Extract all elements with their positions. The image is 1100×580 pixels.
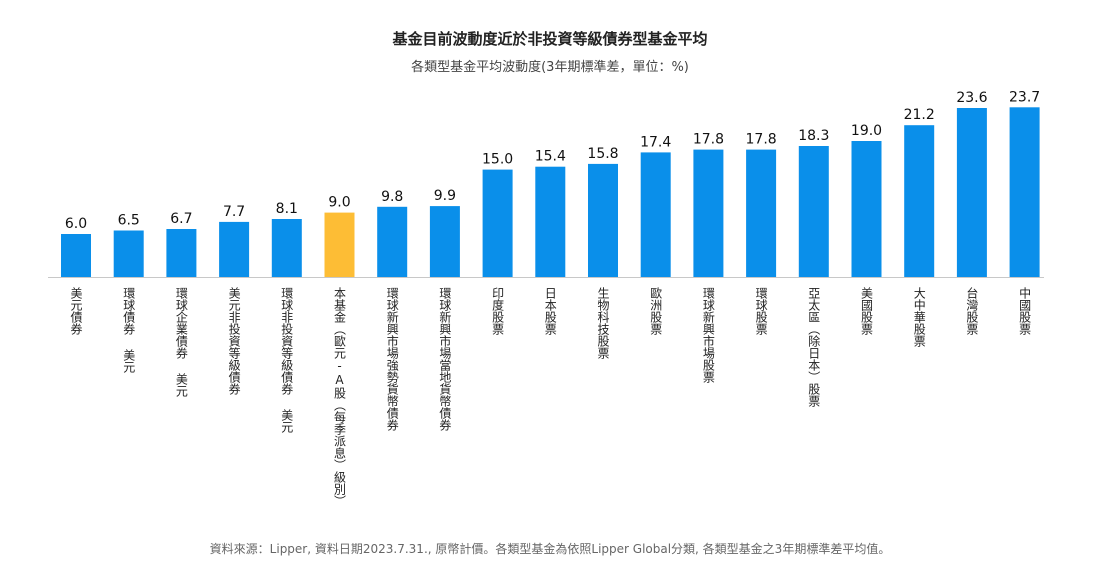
value-label-12: 17.4: [640, 134, 671, 150]
category-label-5: 環球非投資等級債券 美元: [280, 287, 294, 434]
value-label-8: 9.9: [434, 188, 456, 204]
category-label-13: 環球新興市場股票: [701, 287, 715, 383]
bar-8: [429, 206, 460, 277]
value-label-15: 18.3: [798, 128, 829, 144]
bar-3: [166, 229, 197, 277]
category-label-3: 環球企業債券 美元: [174, 287, 188, 398]
value-label-7: 9.8: [381, 189, 403, 205]
bar-14: [746, 149, 777, 277]
category-label-12: 歐洲股票: [649, 286, 663, 335]
bar-9: [482, 169, 513, 277]
bar-13: [693, 149, 724, 277]
value-label-11: 15.8: [587, 146, 618, 162]
bar-2: [113, 230, 144, 277]
bar-6: [324, 212, 355, 277]
bar-19: [1009, 107, 1040, 277]
bar-12: [640, 152, 671, 277]
category-label-6: 本基金（歐元‑A股（每季派息）級別）: [333, 287, 347, 507]
category-label-15: 亞太區（除日本）股票: [807, 287, 821, 407]
value-label-14: 17.8: [746, 132, 777, 148]
chart-title: 基金目前波動度近於非投資等級債券型基金平均: [392, 30, 708, 48]
bar-7: [377, 206, 408, 277]
category-labels-layer: 美元債券 環球債券 美元 環球企業債券 美元 美元非投資等級債券 環球非投資等級債券 美…: [69, 286, 1032, 507]
value-label-6: 9.0: [328, 195, 350, 211]
value-label-13: 17.8: [693, 132, 724, 148]
category-label-1: 美元債券: [69, 287, 83, 335]
bar-1: [61, 234, 91, 277]
value-labels-layer: 6.0 6.5 6.7 7.7 8.1 9.0 9.8 9.9 15.0 15.4 15.8 17.4…: [65, 89, 1040, 232]
category-label-8: 環球新興市場當地貨幣債券: [438, 287, 452, 431]
category-label-4: 美元非投資等級債券: [227, 287, 241, 395]
bar-10: [535, 166, 566, 277]
category-label-18: 台灣股票: [965, 286, 979, 335]
category-label-16: 美國股票: [860, 287, 874, 335]
category-label-14: 環球股票: [754, 287, 768, 335]
chart-subtitle: 各類型基金平均波動度(3年期標準差，單位：%): [411, 60, 689, 75]
bar-18: [956, 108, 987, 277]
value-label-5: 8.1: [276, 201, 298, 217]
bar-17: [904, 125, 935, 277]
value-label-16: 19.0: [851, 123, 882, 139]
category-label-19: 中國股票: [1018, 286, 1032, 335]
category-label-10: 日本股票: [543, 287, 557, 335]
bar-16: [851, 141, 882, 277]
category-label-2: 環球債券 美元: [122, 287, 136, 374]
value-label-2: 6.5: [118, 213, 140, 229]
bar-5: [271, 219, 302, 277]
source-footnote: 資料來源：Lipper, 資料日期2023.7.31., 原幣計價。各類型基金為…: [209, 542, 891, 556]
bars-layer: [61, 107, 1040, 277]
category-label-9: 印度股票: [491, 287, 505, 335]
value-label-17: 21.2: [904, 107, 935, 123]
category-label-7: 環球新興市場強勢貨幣債券: [385, 287, 399, 431]
category-label-11: 生物科技股票: [596, 287, 610, 359]
value-label-1: 6.0: [65, 216, 87, 232]
value-label-9: 15.0: [482, 152, 513, 168]
value-label-4: 7.7: [223, 204, 245, 220]
category-label-17: 大中華股票: [912, 287, 926, 347]
value-label-10: 15.4: [535, 149, 566, 165]
bar-chart: 6.0 6.5 6.7 7.7 8.1 9.0 9.8 9.9 15.0 15.4 15.8 17.4…: [48, 89, 1044, 507]
bar-4: [219, 221, 250, 277]
bar-15: [798, 146, 829, 277]
value-label-19: 23.7: [1009, 89, 1040, 105]
value-label-3: 6.7: [170, 211, 192, 227]
bar-11: [588, 163, 618, 277]
value-label-18: 23.6: [956, 90, 987, 106]
